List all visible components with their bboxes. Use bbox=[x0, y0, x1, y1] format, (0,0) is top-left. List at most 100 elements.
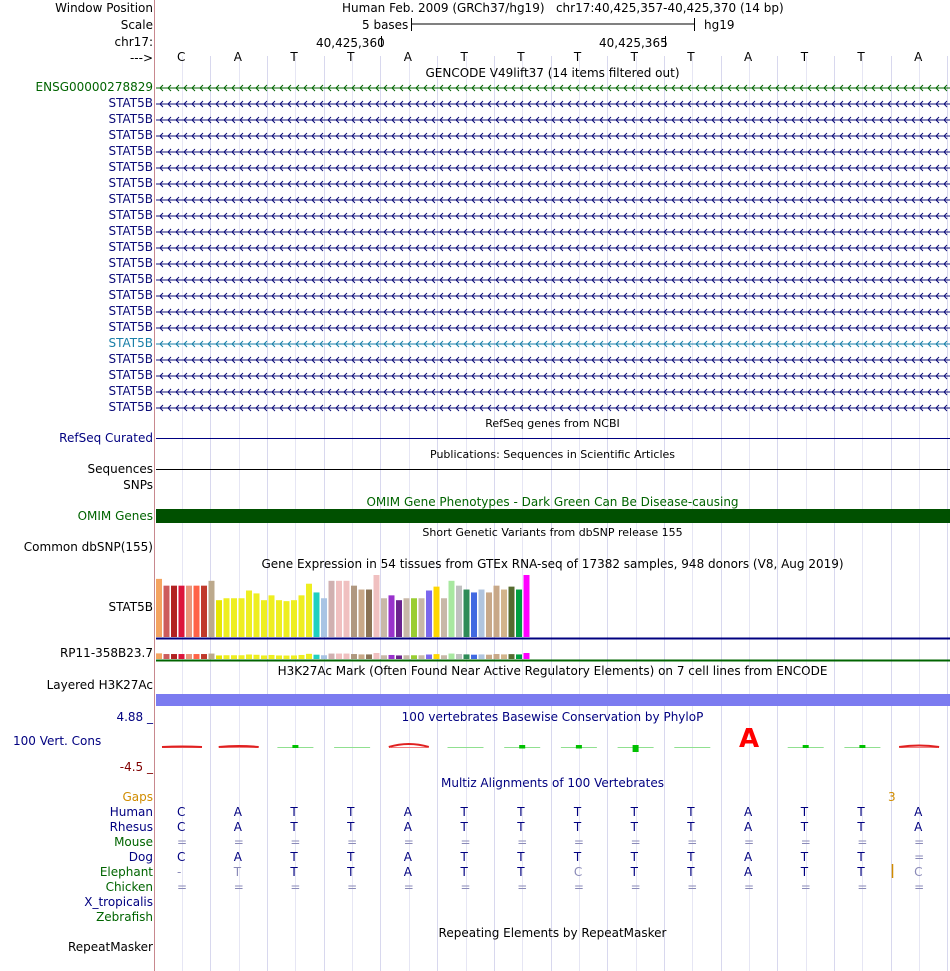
gtex-bar-small[interactable] bbox=[418, 655, 425, 659]
gtex-bar[interactable] bbox=[246, 590, 252, 638]
gtex-gene-1[interactable]: STAT5B bbox=[108, 600, 154, 614]
gtex-bar-small[interactable] bbox=[493, 654, 500, 659]
gtex-bar[interactable] bbox=[291, 600, 297, 637]
gencode-item-line[interactable] bbox=[156, 387, 950, 397]
gtex-bar-small[interactable] bbox=[456, 654, 462, 659]
gtex-bar-small[interactable] bbox=[276, 655, 282, 659]
gtex-bar[interactable] bbox=[478, 589, 485, 637]
gencode-item-line[interactable] bbox=[156, 163, 950, 173]
gencode-item-label[interactable]: STAT5B bbox=[108, 144, 154, 158]
gtex-bar[interactable] bbox=[238, 598, 245, 637]
gtex-bar[interactable] bbox=[171, 585, 177, 637]
gencode-item-line[interactable] bbox=[156, 195, 950, 205]
gtex-bar[interactable] bbox=[381, 598, 387, 637]
gtex-bar-small[interactable] bbox=[306, 653, 312, 659]
gtex-bar[interactable] bbox=[508, 586, 515, 637]
h3k27ac-bar[interactable] bbox=[156, 694, 950, 706]
gencode-item-line[interactable] bbox=[156, 147, 950, 157]
gencode-item-line[interactable] bbox=[156, 99, 950, 109]
gtex-bar[interactable] bbox=[321, 598, 327, 637]
gencode-item-label[interactable]: STAT5B bbox=[108, 224, 154, 238]
gtex-bar[interactable] bbox=[193, 585, 200, 637]
gencode-item-label[interactable]: STAT5B bbox=[108, 160, 154, 174]
gtex-bar[interactable] bbox=[463, 589, 470, 637]
gtex-bar[interactable] bbox=[216, 600, 222, 637]
gtex-bar[interactable] bbox=[186, 585, 192, 637]
gencode-item-line[interactable] bbox=[156, 179, 950, 189]
gtex-bar-small[interactable] bbox=[313, 654, 320, 659]
gtex-bar[interactable] bbox=[426, 590, 432, 638]
omim-label[interactable]: OMIM Genes bbox=[77, 509, 153, 523]
species-label[interactable]: Dog bbox=[128, 850, 153, 864]
gtex-bar[interactable] bbox=[336, 580, 342, 637]
gtex-bar-small[interactable] bbox=[523, 653, 530, 659]
gencode-item-label[interactable]: STAT5B bbox=[108, 256, 154, 270]
gencode-item-line[interactable] bbox=[156, 131, 950, 141]
gtex-bar-small[interactable] bbox=[411, 655, 417, 659]
gtex-gene-2[interactable]: RP11-358B23.7 bbox=[59, 646, 153, 660]
refseq-label[interactable]: RefSeq Curated bbox=[59, 431, 153, 445]
gtex-bar-small[interactable] bbox=[321, 655, 327, 659]
snps-label[interactable]: SNPs bbox=[123, 478, 153, 492]
gtex-bar[interactable] bbox=[493, 585, 500, 637]
gencode-item-label[interactable]: STAT5B bbox=[108, 336, 154, 350]
gtex-bar-small[interactable] bbox=[396, 655, 402, 659]
gtex-bar-small[interactable] bbox=[501, 654, 507, 659]
gtex-bar[interactable] bbox=[283, 601, 290, 637]
gtex-bar-small[interactable] bbox=[238, 655, 245, 659]
gtex-bar[interactable] bbox=[208, 580, 215, 637]
gtex-bar-small[interactable] bbox=[201, 654, 207, 659]
gtex-bar[interactable] bbox=[261, 600, 267, 637]
gtex-bar-small[interactable] bbox=[253, 654, 260, 659]
gtex-bar-small[interactable] bbox=[373, 653, 380, 659]
refseq-line[interactable] bbox=[156, 438, 950, 439]
gencode-item-line[interactable] bbox=[156, 211, 950, 221]
gtex-bar-small[interactable] bbox=[448, 653, 455, 659]
gtex-bar[interactable] bbox=[313, 592, 320, 637]
gtex-bar[interactable] bbox=[433, 586, 440, 637]
h3k27ac-label[interactable]: Layered H3K27Ac bbox=[46, 678, 153, 692]
gencode-item-label[interactable]: ENSG00000278829 bbox=[35, 80, 153, 94]
cons-label[interactable]: 100 Vert. Cons bbox=[13, 734, 102, 748]
gtex-bar-small[interactable] bbox=[246, 654, 252, 660]
gencode-item-label[interactable]: STAT5B bbox=[108, 112, 154, 126]
gtex-bar-small[interactable] bbox=[283, 655, 290, 659]
gtex-bar-small[interactable] bbox=[441, 655, 447, 659]
gencode-item-label[interactable]: STAT5B bbox=[108, 320, 154, 334]
gencode-item-line[interactable] bbox=[156, 323, 950, 333]
gencode-item-label[interactable]: STAT5B bbox=[108, 272, 154, 286]
gencode-item-line[interactable] bbox=[156, 403, 950, 413]
gencode-item-line[interactable] bbox=[156, 243, 950, 253]
gtex-bar-small[interactable] bbox=[328, 653, 335, 659]
species-label[interactable]: Chicken bbox=[105, 880, 153, 894]
gencode-item-label[interactable]: STAT5B bbox=[108, 368, 154, 382]
dbsnp-label[interactable]: Common dbSNP(155) bbox=[23, 540, 153, 554]
gencode-item-line[interactable] bbox=[156, 259, 950, 269]
species-label[interactable]: Zebrafish bbox=[96, 910, 153, 924]
omim-bar[interactable] bbox=[156, 509, 950, 523]
gtex-bar-small[interactable] bbox=[231, 655, 237, 659]
gtex-bar[interactable] bbox=[501, 589, 507, 637]
gtex-bar[interactable] bbox=[358, 589, 365, 637]
gencode-item-label[interactable]: STAT5B bbox=[108, 384, 154, 398]
gencode-item-line[interactable] bbox=[156, 371, 950, 381]
gencode-item-line[interactable] bbox=[156, 355, 950, 365]
gtex-bar-small[interactable] bbox=[351, 654, 357, 659]
publications-label[interactable]: Sequences bbox=[87, 462, 153, 476]
gencode-item-line[interactable] bbox=[156, 227, 950, 237]
gtex-bar[interactable] bbox=[418, 598, 425, 637]
gtex-bar[interactable] bbox=[156, 578, 162, 637]
gtex-bar[interactable] bbox=[396, 600, 402, 637]
gtex-bar[interactable] bbox=[388, 595, 395, 637]
gtex-bar-small[interactable] bbox=[268, 654, 275, 659]
gtex-bar[interactable] bbox=[351, 585, 357, 637]
gencode-item-line[interactable] bbox=[156, 275, 950, 285]
gtex-bar[interactable] bbox=[471, 592, 477, 637]
gencode-item-line[interactable] bbox=[156, 339, 950, 349]
species-label[interactable]: Human bbox=[109, 805, 153, 819]
gtex-bar-small[interactable] bbox=[433, 654, 440, 659]
gtex-bar[interactable] bbox=[298, 595, 305, 637]
species-label[interactable]: Rhesus bbox=[109, 820, 153, 834]
gtex-bar-small[interactable] bbox=[208, 653, 215, 659]
gtex-bar-small[interactable] bbox=[463, 654, 470, 659]
